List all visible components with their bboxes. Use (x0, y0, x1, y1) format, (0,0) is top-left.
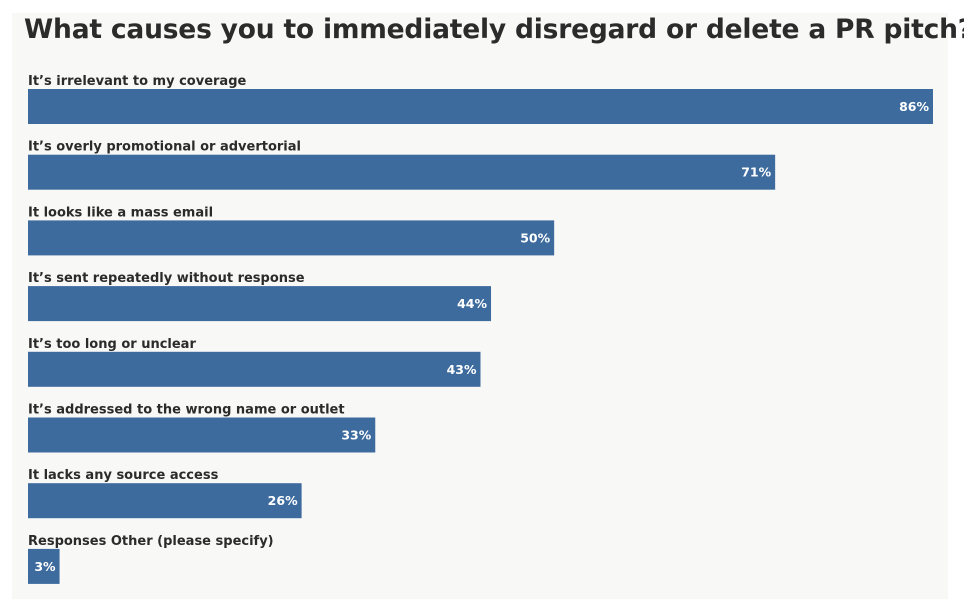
bar (28, 417, 376, 453)
bar (28, 351, 481, 387)
value-label: 33% (341, 428, 371, 443)
category-label: It looks like a mass email (28, 205, 213, 220)
category-label: It’s sent repeatedly without response (28, 271, 305, 286)
value-label: 43% (447, 362, 477, 377)
category-label: It’s too long or unclear (28, 337, 196, 352)
bar (28, 154, 776, 190)
value-label: 26% (268, 493, 298, 508)
bar (28, 483, 302, 519)
value-label: 3% (34, 559, 56, 574)
category-label: It’s irrelevant to my coverage (28, 74, 246, 89)
bar (28, 548, 60, 584)
bar (28, 286, 492, 322)
value-label: 86% (899, 99, 929, 114)
category-label: It lacks any source access (28, 468, 219, 483)
chart-title: What causes you to immediately disregard… (24, 14, 964, 45)
category-label: It’s addressed to the wrong name or outl… (28, 403, 345, 418)
bar (28, 89, 933, 124)
value-label: 50% (520, 230, 550, 245)
category-label: Responses Other (please specify) (28, 534, 274, 549)
category-label: It’s overly promotional or advertorial (28, 140, 301, 155)
bar (28, 220, 555, 256)
value-label: 44% (457, 296, 487, 311)
value-label: 71% (741, 165, 771, 180)
